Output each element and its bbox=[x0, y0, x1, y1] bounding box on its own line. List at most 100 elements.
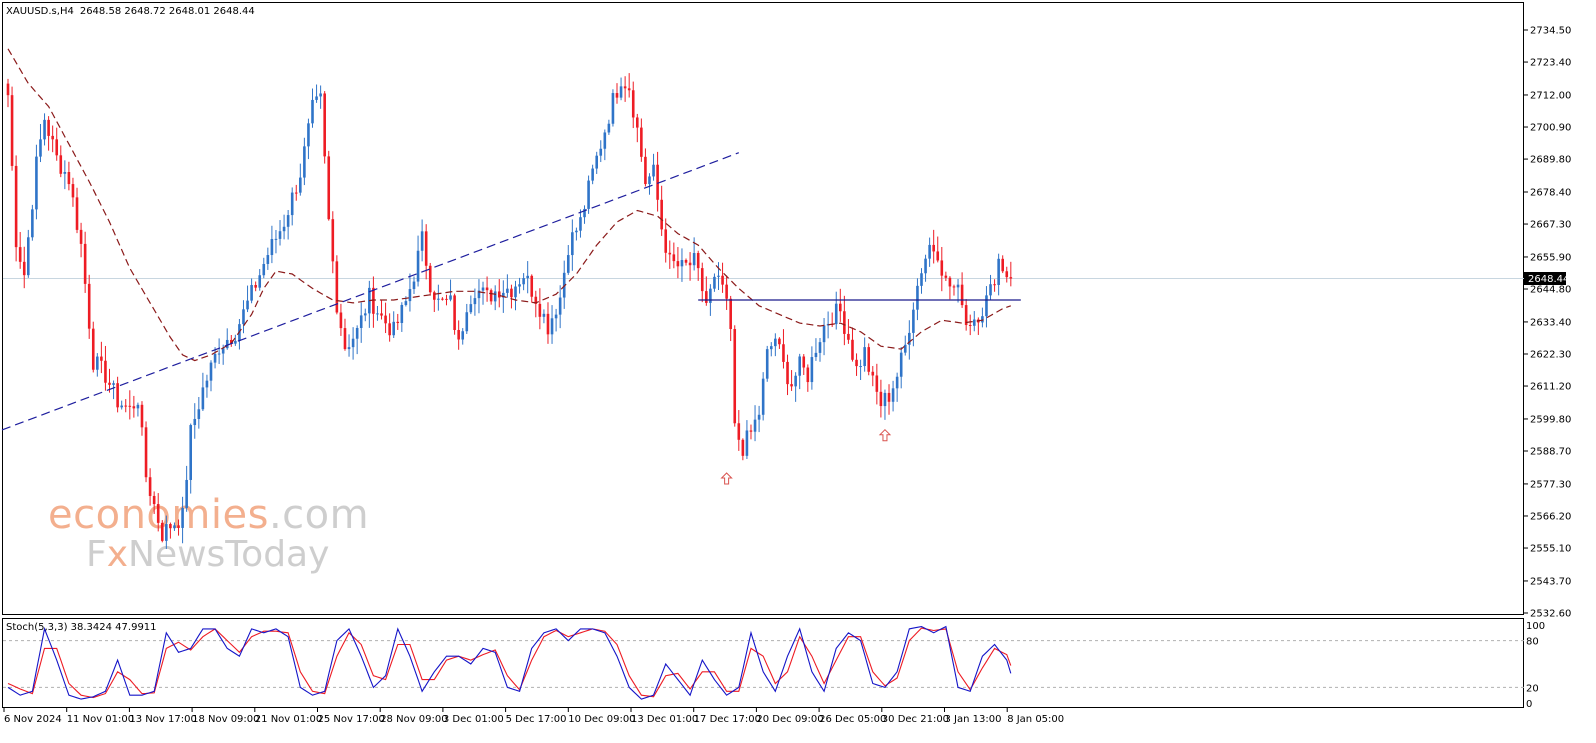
candle bbox=[83, 231, 87, 293]
price-axis-label: 2667.30 bbox=[1530, 220, 1571, 231]
candle-body bbox=[35, 156, 38, 210]
candle-body bbox=[786, 361, 789, 385]
candle-body bbox=[981, 316, 984, 323]
candle bbox=[286, 210, 290, 240]
candle bbox=[408, 273, 412, 312]
candle-body bbox=[546, 313, 550, 335]
price-axis: 2734.50 2723.40 2712.00 2700.90 2689.80 2678.… bbox=[1524, 26, 1571, 620]
candle bbox=[351, 327, 355, 360]
candle-body bbox=[989, 284, 992, 296]
candle bbox=[485, 276, 489, 302]
candle-body bbox=[246, 300, 249, 310]
candle bbox=[818, 338, 822, 362]
candle bbox=[258, 269, 262, 291]
candle bbox=[859, 359, 862, 380]
candle bbox=[14, 155, 18, 262]
candle-body bbox=[960, 284, 964, 306]
candle bbox=[347, 334, 351, 357]
candle bbox=[428, 262, 432, 296]
candle bbox=[887, 384, 891, 415]
candle bbox=[372, 276, 375, 328]
candle bbox=[396, 313, 400, 330]
candle bbox=[181, 496, 184, 544]
candle-body bbox=[39, 139, 42, 157]
candle-body bbox=[165, 524, 168, 541]
price-axis-label: 2633.40 bbox=[1530, 317, 1571, 328]
candle bbox=[948, 276, 952, 300]
candle bbox=[851, 327, 854, 362]
candle bbox=[579, 209, 582, 238]
candle bbox=[96, 353, 99, 377]
candle-body bbox=[437, 298, 440, 300]
candle-body bbox=[303, 146, 306, 178]
watermark-f: F bbox=[86, 534, 107, 575]
candle bbox=[944, 271, 948, 282]
candle-body bbox=[331, 219, 335, 262]
candle-body bbox=[993, 284, 996, 286]
candle bbox=[1005, 266, 1009, 283]
candle-body bbox=[96, 356, 99, 370]
candle bbox=[558, 285, 562, 329]
candle-body bbox=[997, 258, 1000, 285]
candle-body bbox=[363, 313, 367, 316]
candle-body bbox=[104, 360, 107, 383]
candle-body bbox=[595, 155, 598, 169]
candle-body bbox=[522, 278, 525, 285]
candle bbox=[826, 311, 830, 339]
trendline bbox=[1, 152, 740, 431]
candle bbox=[266, 247, 270, 270]
candle-body bbox=[721, 275, 724, 285]
candle bbox=[814, 338, 818, 361]
candle-body bbox=[664, 229, 668, 253]
candle-body bbox=[506, 288, 509, 293]
candle-body bbox=[234, 340, 237, 344]
candle bbox=[867, 343, 871, 376]
watermark-newstoday: NewsToday bbox=[128, 534, 329, 575]
candle-body bbox=[489, 290, 493, 302]
candle-body bbox=[307, 123, 310, 147]
price-axis-label: 2644.80 bbox=[1530, 285, 1571, 296]
candle-body bbox=[396, 321, 400, 324]
candle bbox=[254, 281, 257, 292]
candle-body bbox=[120, 405, 123, 408]
candle bbox=[566, 245, 570, 275]
current-price-tag-text: 2648.44 bbox=[1528, 274, 1569, 285]
candle-body bbox=[193, 418, 197, 426]
up-arrow-marker bbox=[720, 472, 733, 485]
candle-body bbox=[148, 477, 152, 496]
candle bbox=[648, 173, 651, 195]
candle-body bbox=[420, 231, 424, 251]
price-axis-label: 2566.20 bbox=[1530, 511, 1571, 522]
time-axis-label: 28 Nov 09:00 bbox=[380, 714, 447, 725]
candle bbox=[79, 222, 83, 258]
candle bbox=[1001, 255, 1004, 274]
candle bbox=[903, 335, 907, 356]
candle-body bbox=[891, 388, 895, 402]
candle bbox=[810, 346, 814, 390]
candle-body bbox=[376, 313, 379, 315]
candle-body bbox=[660, 199, 663, 230]
candle bbox=[242, 300, 245, 334]
candle-body bbox=[964, 305, 968, 326]
candle-body bbox=[225, 339, 229, 349]
candle bbox=[160, 520, 164, 543]
candle-body bbox=[181, 507, 184, 528]
candle bbox=[753, 405, 757, 442]
candle-body bbox=[575, 230, 578, 233]
candle-body bbox=[209, 362, 213, 381]
candle-body bbox=[644, 156, 647, 185]
candle-body bbox=[640, 127, 643, 157]
candle bbox=[542, 309, 546, 324]
candle bbox=[189, 423, 192, 494]
candle bbox=[477, 279, 481, 314]
candle bbox=[489, 288, 493, 305]
candle bbox=[6, 78, 10, 108]
candle bbox=[968, 314, 972, 336]
candle-body bbox=[473, 298, 477, 305]
candle-body bbox=[384, 315, 387, 324]
candle-body bbox=[924, 258, 927, 274]
up-arrow-marker bbox=[878, 428, 892, 442]
candle bbox=[493, 285, 497, 311]
candle-body bbox=[116, 383, 119, 408]
candle-body bbox=[753, 419, 757, 432]
